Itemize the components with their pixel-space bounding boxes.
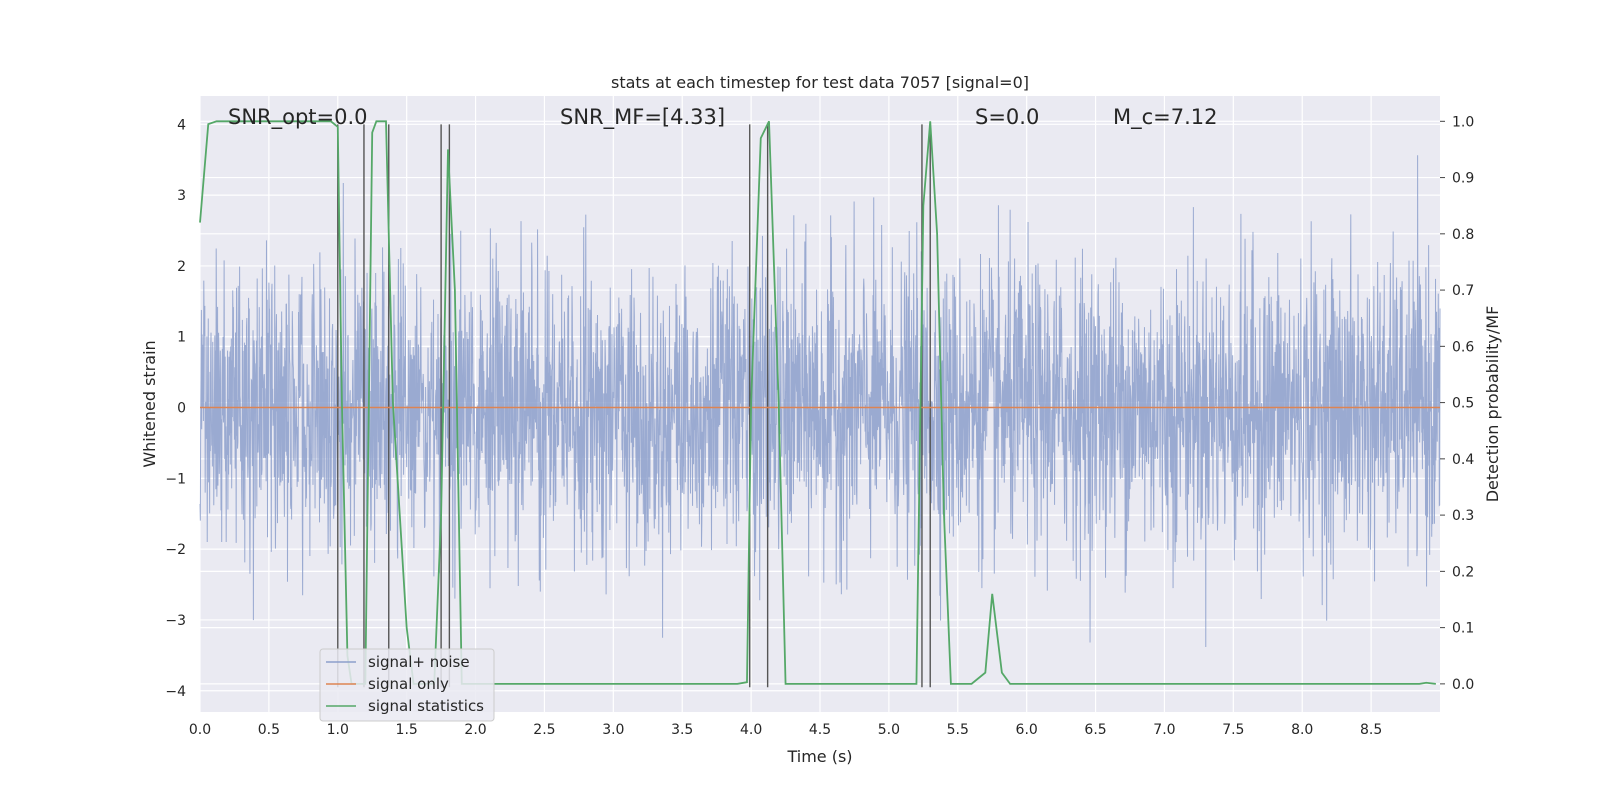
x-tick-label: 7.5	[1222, 722, 1244, 738]
y-tick-label: −1	[165, 471, 186, 487]
x-tick-label: 5.0	[878, 722, 900, 738]
y-tick-label: 2	[177, 259, 186, 275]
annotation-snr-opt: SNR_opt=0.0	[228, 105, 368, 130]
x-tick-label: 2.5	[533, 722, 555, 738]
y-tick-label: −2	[165, 542, 186, 558]
y-right-tick-label: 0.5	[1452, 396, 1474, 412]
x-tick-label: 4.0	[740, 722, 762, 738]
x-axis-ticks: 0.0 0.5 1.0 1.5 2.0 2.5 3.0 3.5 4.0 4.5 5.0 5.5 6.0 6…	[189, 722, 1382, 738]
y-right-tick-label: 0.9	[1452, 171, 1474, 187]
y-tick-label: 4	[177, 117, 186, 133]
y-right-tick-label: 0.0	[1452, 677, 1474, 693]
y-right-tick-label: 0.7	[1452, 283, 1474, 299]
noise-series	[199, 155, 1441, 648]
y-tick-label: 1	[177, 330, 186, 346]
x-tick-label: 5.5	[947, 722, 969, 738]
y-right-tick-label: 0.2	[1452, 564, 1474, 580]
y-tick-label: −3	[165, 613, 186, 629]
y-axis-right-ticks: 0.0 0.1 0.2 0.3 0.4 0.5 0.6 0.7 0.8 0.9 1.0	[1440, 114, 1474, 693]
annotation-mc: M_c=7.12	[1113, 105, 1218, 130]
x-axis-label: Time (s)	[786, 747, 852, 766]
x-tick-label: 6.5	[1084, 722, 1106, 738]
legend-box	[319, 648, 495, 722]
legend-label-signal: signal only	[368, 675, 449, 693]
noise-line	[199, 155, 1441, 648]
y-axis-label: Whitened strain	[140, 340, 159, 467]
x-tick-label: 2.0	[464, 722, 486, 738]
statistics-series	[199, 120, 1436, 685]
y-right-tick-label: 0.1	[1452, 621, 1474, 637]
y-right-tick-label: 0.6	[1452, 339, 1474, 355]
y-tick-label: −4	[165, 684, 186, 700]
x-tick-label: 8.5	[1360, 722, 1382, 738]
annotation-s: S=0.0	[975, 105, 1039, 129]
x-tick-label: 8.0	[1291, 722, 1313, 738]
x-tick-label: 1.5	[396, 722, 418, 738]
y-tick-label: 3	[177, 188, 186, 204]
y-tick-label: 0	[177, 401, 186, 417]
x-tick-label: 0.0	[189, 722, 211, 738]
annotation-snr-mf: SNR_MF=[4.33]	[560, 105, 725, 130]
x-tick-label: 6.0	[1016, 722, 1038, 738]
x-tick-label: 7.0	[1153, 722, 1175, 738]
legend-label-noise: signal+ noise	[368, 653, 470, 671]
y-right-tick-label: 0.3	[1452, 508, 1474, 524]
x-tick-label: 3.0	[602, 722, 624, 738]
x-tick-label: 0.5	[258, 722, 280, 738]
legend-label-statistics: signal statistics	[368, 697, 484, 715]
y-right-tick-label: 0.8	[1452, 227, 1474, 243]
x-tick-label: 3.5	[671, 722, 693, 738]
y-axis-right-label: Detection probability/MF	[1483, 306, 1502, 503]
y-right-tick-label: 1.0	[1452, 114, 1474, 130]
legend: signal+ noise signal only signal statist…	[319, 648, 495, 722]
vertical-lines	[337, 124, 931, 688]
x-tick-label: 4.5	[809, 722, 831, 738]
y-axis-ticks: −4 −3 −2 −1 0 1 2 3 4	[165, 117, 186, 699]
x-tick-label: 1.0	[327, 722, 349, 738]
statistics-line	[199, 120, 1436, 685]
chart-title: stats at each timestep for test data 705…	[611, 73, 1029, 92]
y-right-tick-label: 0.4	[1452, 452, 1474, 468]
